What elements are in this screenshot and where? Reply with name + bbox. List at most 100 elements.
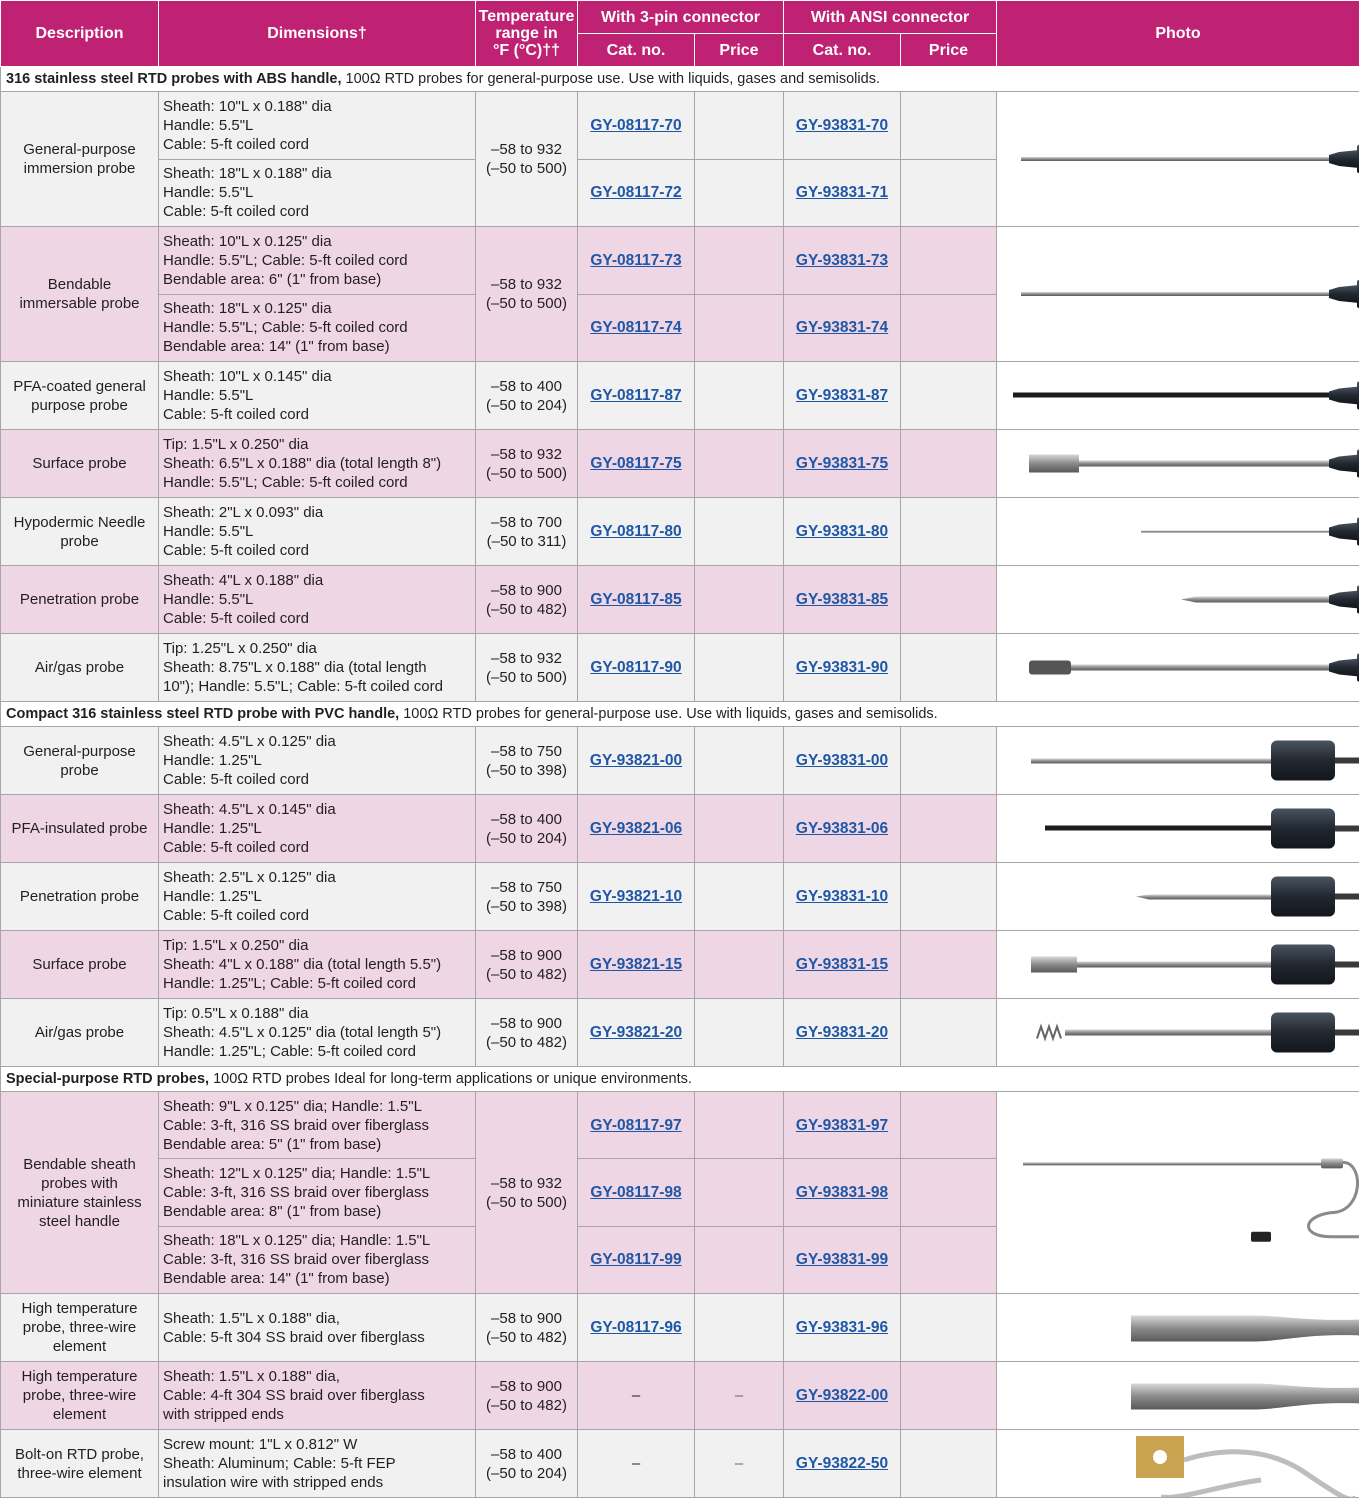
probe-dimensions-line: Sheath: 10"L x 0.145" dia bbox=[163, 367, 471, 386]
probe-dimensions-line: Handle: 5.5"L; Cable: 5-ft coiled cord bbox=[163, 473, 471, 492]
three-pin-cat-no-link[interactable]: GY-93821-00 bbox=[590, 752, 682, 769]
rtd-probe-photo bbox=[1001, 999, 1359, 1066]
three-pin-cat-no: GY-93821-20 bbox=[578, 999, 695, 1067]
temperature-range-line: –58 to 900 bbox=[480, 1377, 573, 1396]
probe-description-line: Air/gas probe bbox=[5, 1023, 154, 1042]
ansi-cat-no-link[interactable]: GY-93831-10 bbox=[796, 888, 888, 905]
temperature-range: –58 to 700(–50 to 311) bbox=[476, 498, 578, 566]
probe-description: Penetration probe bbox=[1, 863, 159, 931]
probe-description-line: element bbox=[5, 1405, 154, 1424]
ansi-cat-no: GY-93831-97 bbox=[784, 1092, 901, 1159]
ansi-cat-no-link[interactable]: GY-93822-00 bbox=[796, 1387, 888, 1404]
ansi-cat-no-link[interactable]: GY-93831-74 bbox=[796, 319, 888, 336]
three-pin-cat-no-link[interactable]: GY-08117-80 bbox=[590, 523, 681, 540]
ansi-price bbox=[901, 634, 997, 702]
rtd-probe-photo bbox=[1001, 92, 1359, 226]
ansi-cat-no-link[interactable]: GY-93831-85 bbox=[796, 591, 888, 608]
three-pin-cat-no-link[interactable]: GY-93821-20 bbox=[590, 1024, 682, 1041]
temperature-range-line: (–50 to 482) bbox=[480, 1033, 573, 1052]
probe-description: Air/gas probe bbox=[1, 634, 159, 702]
three-pin-cat-no-link[interactable]: GY-08117-97 bbox=[590, 1117, 681, 1134]
probe-description-line: Bendable bbox=[5, 275, 154, 294]
probe-description-line: PFA-coated general bbox=[5, 377, 154, 396]
three-pin-cat-no: GY-08117-99 bbox=[578, 1226, 695, 1293]
rtd-probe-photo bbox=[1001, 931, 1359, 998]
three-pin-cat-no-link[interactable]: GY-08117-90 bbox=[590, 659, 681, 676]
temperature-range: –58 to 900(–50 to 482) bbox=[476, 999, 578, 1067]
ansi-cat-no-link[interactable]: GY-93831-99 bbox=[796, 1251, 888, 1268]
ansi-price bbox=[901, 430, 997, 498]
ansi-price bbox=[901, 566, 997, 634]
ansi-cat-no-link[interactable]: GY-93831-80 bbox=[796, 523, 888, 540]
three-pin-cat-no-link[interactable]: GY-08117-72 bbox=[590, 184, 681, 201]
probe-dimensions-line: Sheath: 10"L x 0.188" dia bbox=[163, 97, 471, 116]
probe-dimensions-line: Sheath: 4"L x 0.188" dia bbox=[163, 571, 471, 590]
probe-description-line: element bbox=[5, 1337, 154, 1356]
ansi-cat-no-link[interactable]: GY-93831-75 bbox=[796, 455, 888, 472]
ansi-cat-no-link[interactable]: GY-93822-50 bbox=[796, 1455, 888, 1472]
probe-description-line: probe, three-wire bbox=[5, 1318, 154, 1337]
temperature-range-line: –58 to 900 bbox=[480, 1014, 573, 1033]
ansi-cat-no-link[interactable]: GY-93831-15 bbox=[796, 956, 888, 973]
ansi-price bbox=[901, 1362, 997, 1430]
ansi-cat-no: GY-93831-74 bbox=[784, 294, 901, 362]
three-pin-cat-no-link[interactable]: GY-08117-98 bbox=[590, 1184, 681, 1201]
three-pin-price bbox=[695, 727, 784, 795]
three-pin-cat-no-link[interactable]: GY-08117-85 bbox=[590, 591, 681, 608]
three-pin-price bbox=[695, 1159, 784, 1226]
three-pin-cat-no-link[interactable]: GY-08117-99 bbox=[590, 1251, 681, 1268]
ansi-cat-no-link[interactable]: GY-93831-96 bbox=[796, 1319, 888, 1336]
probe-dimensions: Sheath: 1.5"L x 0.188" dia,Cable: 4-ft 3… bbox=[159, 1362, 476, 1430]
three-pin-price: – bbox=[695, 1430, 784, 1498]
three-pin-cat-no-link[interactable]: GY-08117-96 bbox=[590, 1319, 681, 1336]
ansi-cat-no: GY-93831-80 bbox=[784, 498, 901, 566]
ansi-cat-no-link[interactable]: GY-93831-90 bbox=[796, 659, 888, 676]
three-pin-cat-no-link[interactable]: GY-93821-06 bbox=[590, 820, 682, 837]
three-pin-cat-no: GY-08117-74 bbox=[578, 294, 695, 362]
three-pin-cat-no-link[interactable]: GY-08117-75 bbox=[590, 455, 681, 472]
ansi-cat-no-link[interactable]: GY-93831-73 bbox=[796, 252, 888, 269]
temperature-range-line: –58 to 400 bbox=[480, 810, 573, 829]
ansi-price bbox=[901, 931, 997, 999]
ansi-price bbox=[901, 362, 997, 430]
ansi-cat-no: GY-93822-00 bbox=[784, 1362, 901, 1430]
ansi-price bbox=[901, 863, 997, 931]
ansi-cat-no-link[interactable]: GY-93831-87 bbox=[796, 387, 888, 404]
probe-dimensions-line: Sheath: 18"L x 0.125" dia; Handle: 1.5"L bbox=[163, 1231, 471, 1250]
ansi-cat-no-link[interactable]: GY-93831-98 bbox=[796, 1184, 888, 1201]
probe-description: PFA-insulated probe bbox=[1, 795, 159, 863]
ansi-cat-no-link[interactable]: GY-93831-70 bbox=[796, 117, 888, 134]
temperature-range: –58 to 932(–50 to 500) bbox=[476, 1092, 578, 1294]
probe-description-line: probe bbox=[5, 532, 154, 551]
section-title-bold: Special-purpose RTD probes, bbox=[6, 1071, 209, 1087]
ansi-cat-no-link[interactable]: GY-93831-06 bbox=[796, 820, 888, 837]
probe-photo-cell bbox=[997, 1362, 1359, 1430]
temperature-range-line: (–50 to 204) bbox=[480, 396, 573, 415]
three-pin-cat-no-link[interactable]: GY-08117-70 bbox=[590, 117, 681, 134]
three-pin-cat-no-link[interactable]: GY-08117-73 bbox=[590, 252, 681, 269]
ansi-cat-no-link[interactable]: GY-93831-20 bbox=[796, 1024, 888, 1041]
probe-dimensions-line: Bendable area: 14" (1" from base) bbox=[163, 337, 471, 356]
three-pin-cat-no-link[interactable]: GY-08117-87 bbox=[590, 387, 681, 404]
probe-dimensions-line: Sheath: 4"L x 0.188" dia (total length 5… bbox=[163, 955, 471, 974]
three-pin-cat-no-link[interactable]: GY-93821-10 bbox=[590, 888, 682, 905]
three-pin-cat-no-link[interactable]: GY-93821-15 bbox=[590, 956, 682, 973]
probe-photo-cell bbox=[997, 1430, 1359, 1498]
ansi-cat-no-link[interactable]: GY-93831-71 bbox=[796, 184, 888, 201]
ansi-price bbox=[901, 1294, 997, 1362]
three-pin-cat-no-link[interactable]: GY-08117-74 bbox=[590, 319, 681, 336]
ansi-cat-no-link[interactable]: GY-93831-00 bbox=[796, 752, 888, 769]
rtd-probe-photo bbox=[1001, 430, 1359, 497]
ansi-cat-no-link[interactable]: GY-93831-97 bbox=[796, 1117, 888, 1134]
header-ansi-connector: With ANSI connector bbox=[784, 1, 997, 34]
